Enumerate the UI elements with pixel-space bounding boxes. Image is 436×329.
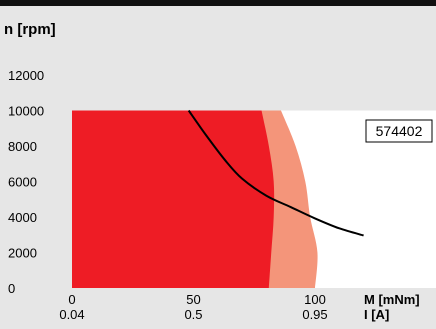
part-number-annotation: 574402 xyxy=(365,119,433,143)
y-tick-label: 2000 xyxy=(8,246,37,261)
header-bar xyxy=(0,0,436,6)
x-tick-label-torque: 100 xyxy=(304,292,326,307)
annotation-text: 574402 xyxy=(376,123,423,139)
x-tick-label-torque: 50 xyxy=(186,292,200,307)
y-axis-label: n [rpm] xyxy=(4,21,56,38)
y-tick-labels: 0 2000 4000 6000 8000 10000 12000 xyxy=(8,68,44,296)
annotation-box xyxy=(365,119,433,143)
x-tick-label-current: 0.04 xyxy=(59,307,84,322)
y-tick-label: 8000 xyxy=(8,139,37,154)
continuous-operation-region xyxy=(72,110,275,288)
x-tick-label-torque: 0 xyxy=(68,292,75,307)
characteristic-curve xyxy=(187,109,364,237)
y-tick-label: 4000 xyxy=(8,210,37,225)
y-tick-label: 0 xyxy=(8,281,15,296)
y-tick-label: 12000 xyxy=(8,68,44,83)
x-axis-label-secondary: I [A] xyxy=(364,307,389,322)
x-tick-labels: 00.04 500.5 1000.95 xyxy=(59,292,327,322)
y-tick-label: 6000 xyxy=(8,175,37,190)
x-axis-label: M [mNm] xyxy=(364,292,420,307)
x-tick-label-current: 0.5 xyxy=(184,307,202,322)
x-tick-label-current: 0.95 xyxy=(302,307,327,322)
y-tick-label: 10000 xyxy=(8,104,44,119)
